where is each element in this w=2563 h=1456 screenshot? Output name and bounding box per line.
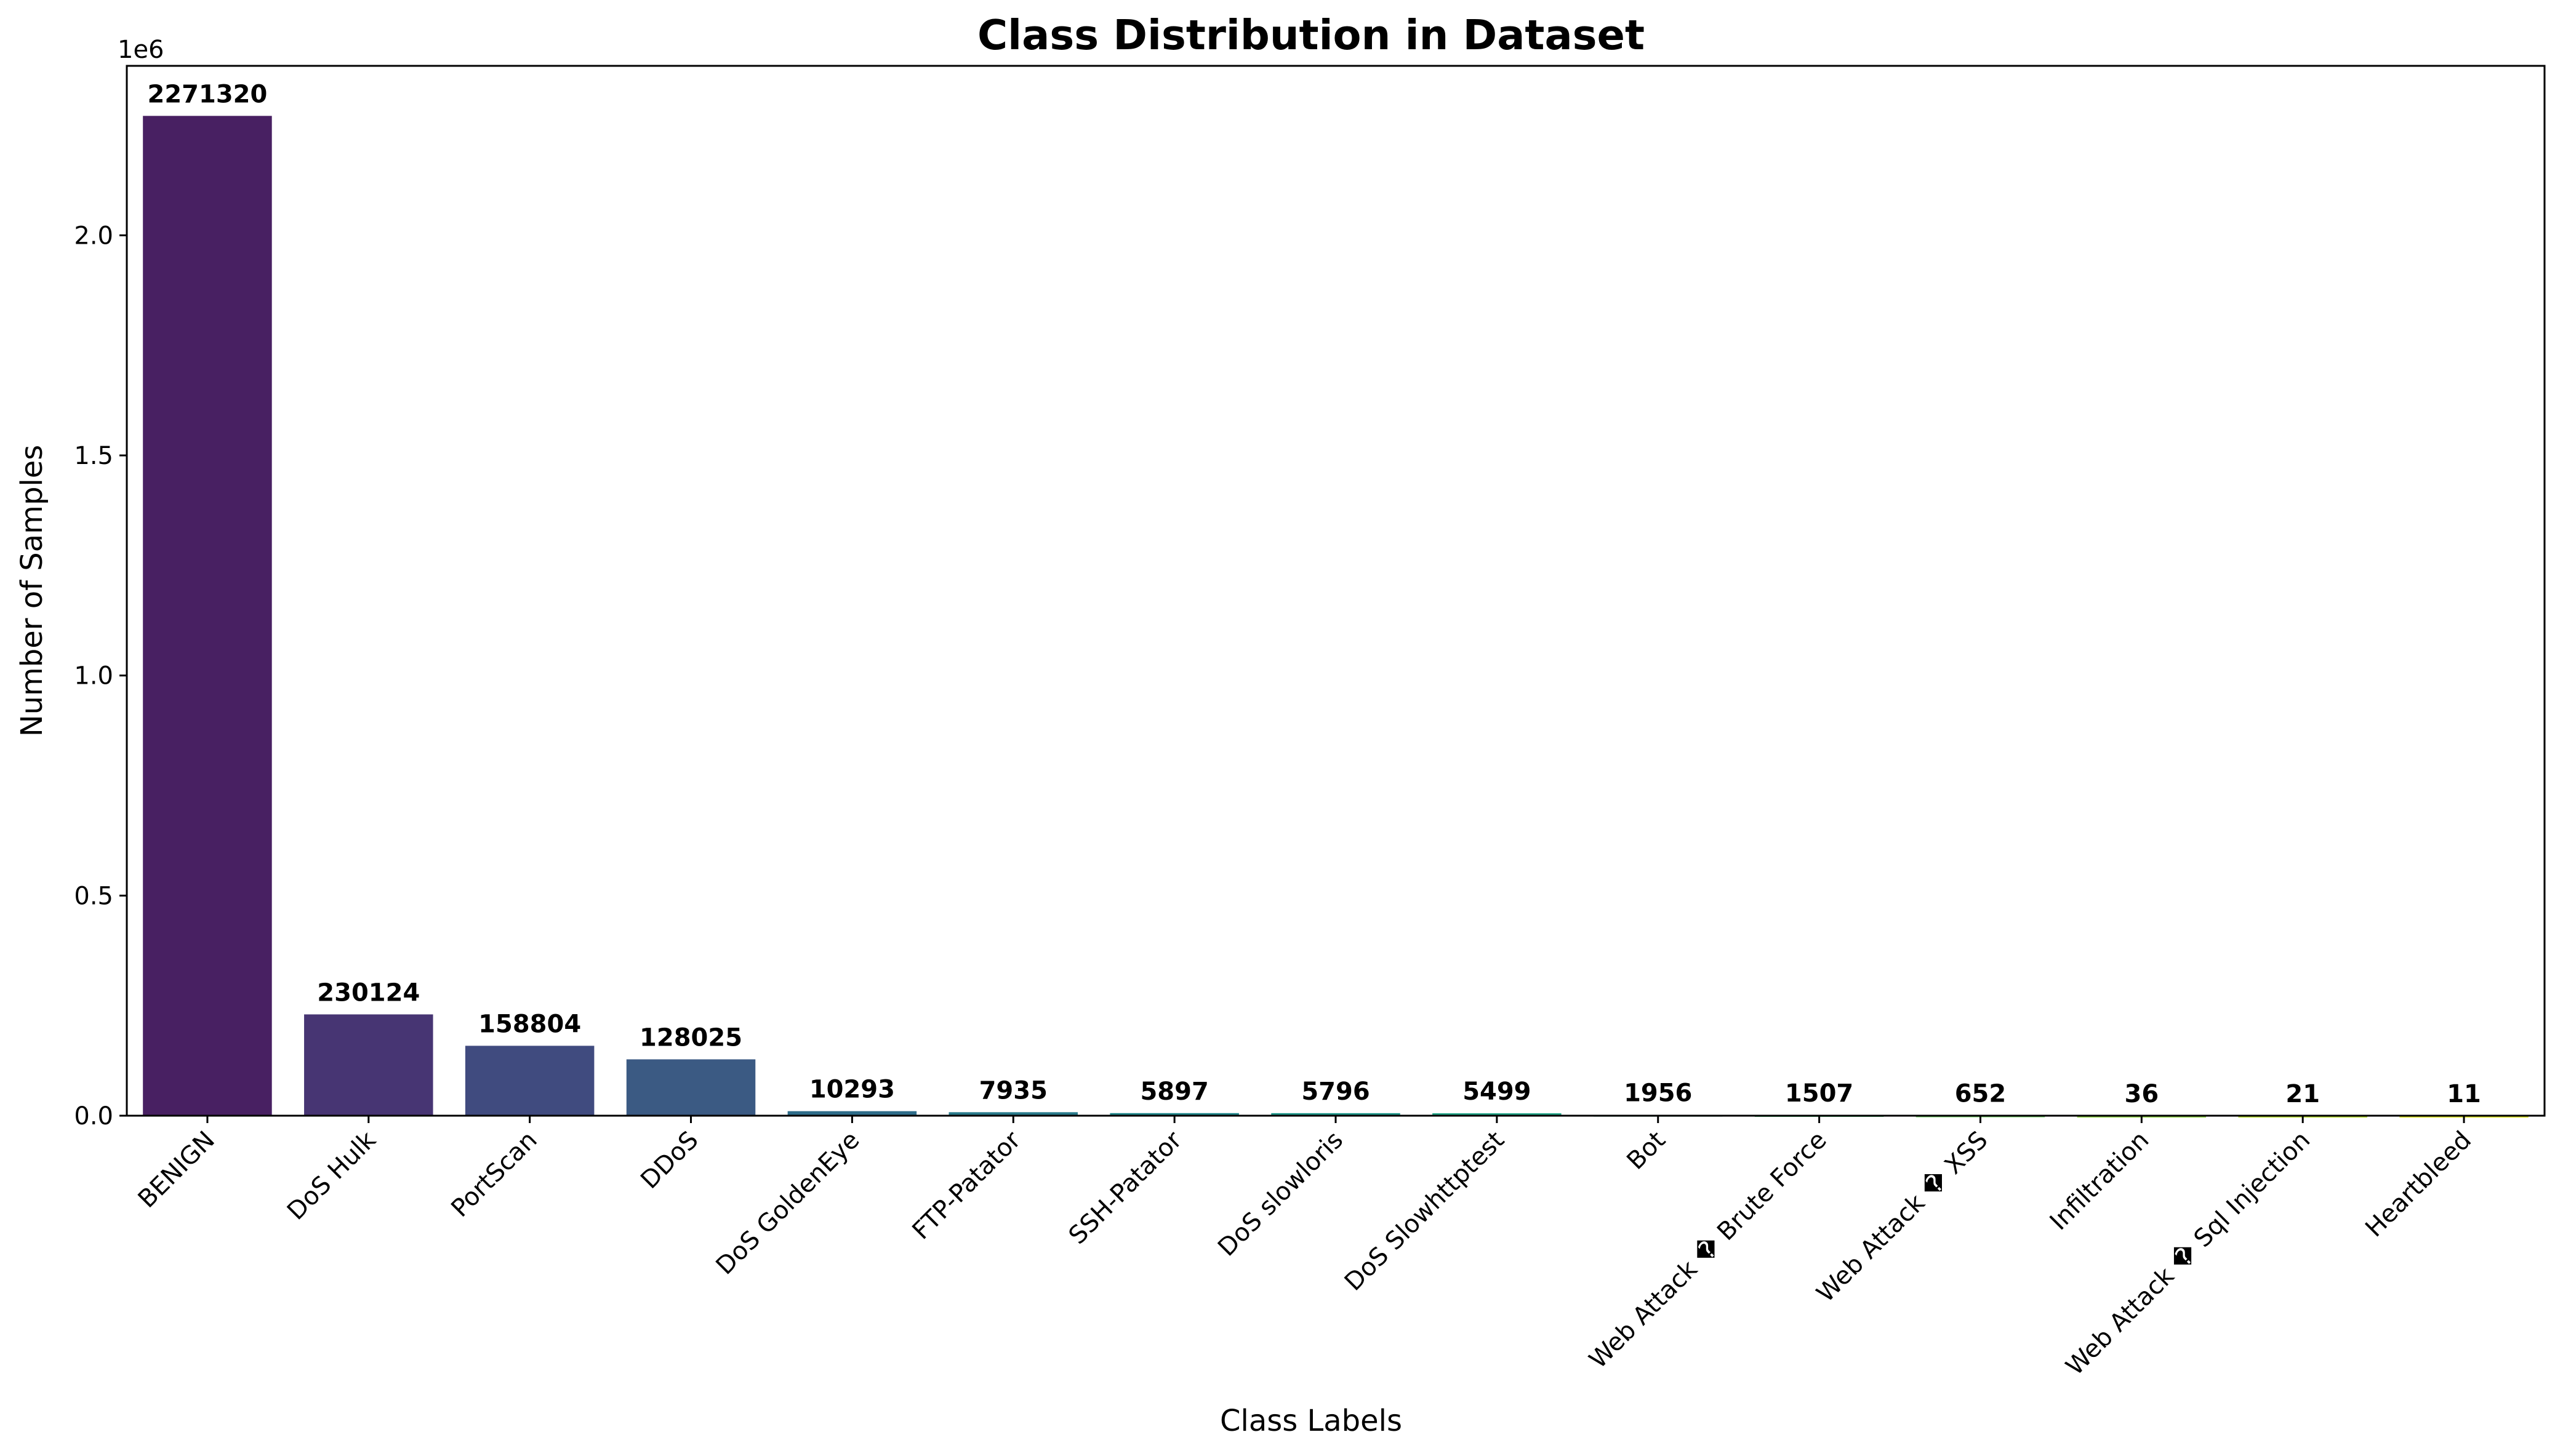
x-tick-label-0: BENIGN <box>133 1126 220 1214</box>
data-label-6: 5897 <box>1140 1078 1208 1106</box>
data-label-7: 5796 <box>1301 1078 1370 1106</box>
x-axis-label: Class Labels <box>1220 1404 1402 1438</box>
x-tick-label-6: SSH-Patator <box>1064 1126 1188 1250</box>
data-label-10: 1507 <box>1785 1079 1853 1108</box>
x-tick-label-1: DoS Hulk <box>282 1126 382 1226</box>
bar-0 <box>143 116 272 1116</box>
bar-4 <box>787 1111 917 1116</box>
bar-3 <box>626 1059 756 1116</box>
y-axis-label: Number of Samples <box>15 445 49 737</box>
x-tick-label-8: DoS Slowhttptest <box>1339 1126 1510 1297</box>
data-label-12: 36 <box>2124 1080 2159 1108</box>
y-offset-label: 1e6 <box>118 36 164 64</box>
data-label-0: 2271320 <box>148 80 268 108</box>
x-tick-label-3: DDoS <box>635 1126 704 1194</box>
bar-2 <box>465 1046 595 1116</box>
x-tick-label-12: Infiltration <box>2045 1126 2155 1236</box>
data-label-2: 158804 <box>478 1010 581 1038</box>
data-label-4: 10293 <box>809 1076 895 1104</box>
bars-group: 2271320 230124 158804 128025 10293 7935 5897 57… <box>143 80 2529 1118</box>
y-tick-label-2: 1.0 <box>74 662 113 690</box>
bar-6 <box>1110 1113 1239 1116</box>
data-label-8: 5499 <box>1462 1078 1531 1106</box>
bar-7 <box>1271 1113 1400 1116</box>
data-label-1: 230124 <box>317 978 420 1007</box>
data-label-13: 21 <box>2285 1080 2320 1108</box>
x-tick-label-9: Bot <box>1621 1126 1671 1175</box>
x-ticks-group: BENIGN DoS Hulk PortScan DDoS DoS GoldenEye F… <box>133 1116 2477 1381</box>
bar-5 <box>949 1112 1078 1116</box>
bar-1 <box>304 1014 433 1116</box>
x-tick-label-11: Web Attack � XSS <box>1811 1126 1993 1308</box>
x-tick-label-2: PortScan <box>446 1126 542 1223</box>
data-label-11: 652 <box>1955 1080 2007 1108</box>
chart-title: Class Distribution in Dataset <box>977 11 1645 59</box>
data-label-14: 11 <box>2447 1080 2481 1108</box>
y-tick-label-1: 0.5 <box>74 882 113 910</box>
x-tick-label-4: DoS GoldenEye <box>711 1126 865 1281</box>
y-tick-label-0: 0.0 <box>74 1102 113 1130</box>
y-tick-label-4: 2.0 <box>74 222 113 250</box>
x-tick-label-5: FTP-Patator <box>907 1126 1027 1245</box>
plot-frame <box>126 65 2546 1117</box>
data-label-9: 1956 <box>1624 1079 1692 1108</box>
y-tick-label-3: 1.5 <box>74 442 113 470</box>
y-ticks-group: 0.0 0.5 1.0 1.5 2.0 <box>74 222 127 1130</box>
x-tick-label-7: DoS slowloris <box>1213 1126 1349 1262</box>
bar-8 <box>1432 1113 1562 1116</box>
x-tick-label-14: Heartbleed <box>2360 1126 2477 1243</box>
data-label-3: 128025 <box>640 1023 742 1052</box>
x-tick-label-10: Web Attack � Brute Force <box>1584 1126 1832 1374</box>
data-label-5: 7935 <box>979 1076 1048 1105</box>
